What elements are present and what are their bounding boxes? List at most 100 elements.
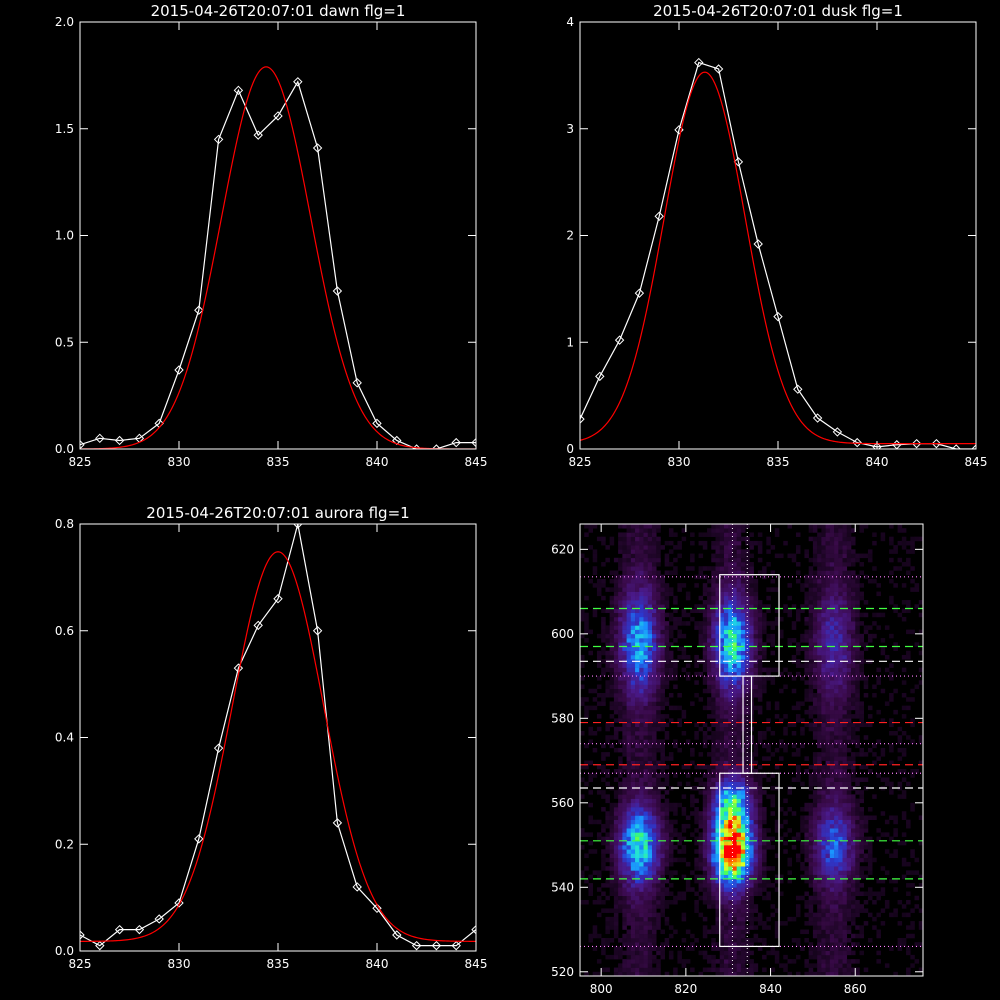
heatmap-cell (707, 954, 712, 960)
heatmap-cell (817, 836, 822, 842)
heatmap-cell (736, 747, 742, 753)
heatmap-cell (812, 642, 818, 647)
heatmap-cell (728, 650, 733, 656)
heatmap-cell (817, 743, 822, 749)
heatmap-cell (592, 553, 598, 559)
data-point (971, 444, 976, 449)
plot-frame (579, 21, 977, 450)
heatmap-cell (838, 735, 843, 740)
heatmap-cell (740, 967, 746, 973)
heatmap-cell (711, 701, 716, 706)
heatmap-cell (825, 929, 831, 935)
heatmap-cell (804, 849, 809, 854)
heatmap-cell (656, 861, 661, 867)
heatmap-cell (668, 874, 674, 880)
heatmap-cell (711, 709, 716, 715)
heatmap-cell (656, 840, 661, 846)
heatmap-cell (740, 937, 746, 943)
heatmap-cell (618, 654, 623, 660)
heatmap-cell (842, 773, 848, 778)
heatmap-cell (647, 752, 653, 757)
heatmap-cell (757, 659, 763, 664)
heatmap-cell (812, 557, 818, 563)
heatmap-cell (694, 899, 699, 905)
heatmap-cell (829, 769, 835, 774)
heatmap-cell (728, 916, 733, 922)
heatmap-cell (808, 899, 814, 905)
heatmap-cell (859, 815, 865, 820)
heatmap-cell (817, 857, 822, 863)
heatmap-cell (639, 608, 644, 614)
heatmap-cell (622, 866, 627, 871)
heatmap-cell (838, 878, 843, 884)
heatmap-cell (664, 866, 670, 871)
heatmap-cell (622, 650, 627, 656)
heatmap-cell (681, 633, 687, 639)
heatmap-cell (639, 604, 644, 609)
heatmap-cell (643, 912, 649, 918)
heatmap-cell (639, 883, 644, 888)
heatmap-cell (740, 633, 746, 639)
heatmap-cell (906, 570, 911, 575)
heatmap-cell (838, 773, 843, 778)
data-point (134, 924, 145, 935)
heatmap-cell (702, 845, 708, 850)
heatmap-cell (656, 667, 661, 673)
heatmap-cell (715, 718, 721, 723)
heatmap-cell (783, 967, 788, 973)
heatmap-cell (880, 866, 886, 871)
heatmap-cell (609, 680, 615, 685)
heatmap-cell (732, 904, 737, 909)
heatmap-cell (851, 895, 856, 901)
heatmap-cell (901, 705, 907, 711)
heatmap-cell (728, 756, 733, 761)
heatmap-cell (753, 861, 759, 867)
heatmap-cell (901, 747, 907, 753)
heatmap-cell (723, 549, 729, 554)
heatmap-cell (584, 629, 589, 635)
heatmap-cell (800, 604, 805, 609)
heatmap-cell (613, 912, 619, 918)
heatmap-cell (613, 802, 619, 808)
heatmap-cell (855, 823, 860, 829)
heatmap-cell (677, 849, 682, 854)
heatmap-cell (732, 895, 737, 901)
heatmap-cell (723, 790, 729, 795)
heatmap-cell (736, 705, 742, 711)
y-tick-label: 0.2 (55, 837, 74, 851)
heatmap-cell (605, 942, 610, 947)
heatmap-cell (846, 629, 852, 635)
heatmap-cell (651, 680, 657, 685)
heatmap-cell (698, 638, 704, 643)
heatmap-cell (732, 764, 737, 770)
heatmap-cell (766, 925, 771, 930)
heatmap-cell (664, 722, 670, 728)
heatmap-cell (851, 574, 856, 580)
heatmap-cell (715, 942, 721, 947)
heatmap-cell (660, 946, 665, 951)
heatmap-cell (842, 747, 848, 753)
heatmap-cell (707, 866, 712, 871)
heatmap-cell (884, 777, 890, 782)
heatmap-cell (613, 971, 619, 976)
heatmap-cell (664, 811, 670, 816)
heatmap-cell (622, 697, 627, 702)
heatmap-cell (723, 823, 729, 829)
heatmap-cell (711, 823, 716, 829)
heatmap-cell (851, 583, 856, 588)
heatmap-cell (842, 739, 848, 744)
heatmap-cell (749, 971, 754, 976)
heatmap-cell (859, 933, 865, 939)
heatmap-cell (762, 840, 767, 846)
heatmap-cell (630, 807, 636, 812)
heatmap-cell (872, 760, 877, 766)
heatmap-cell (762, 566, 767, 571)
heatmap-cell (863, 908, 869, 913)
heatmap-cell (825, 570, 831, 575)
heatmap-cell (859, 929, 865, 935)
data-point (80, 930, 85, 940)
heatmap-cell (910, 870, 915, 875)
heatmap-cell (622, 705, 627, 711)
data-point (114, 924, 125, 935)
data-point (793, 384, 803, 394)
